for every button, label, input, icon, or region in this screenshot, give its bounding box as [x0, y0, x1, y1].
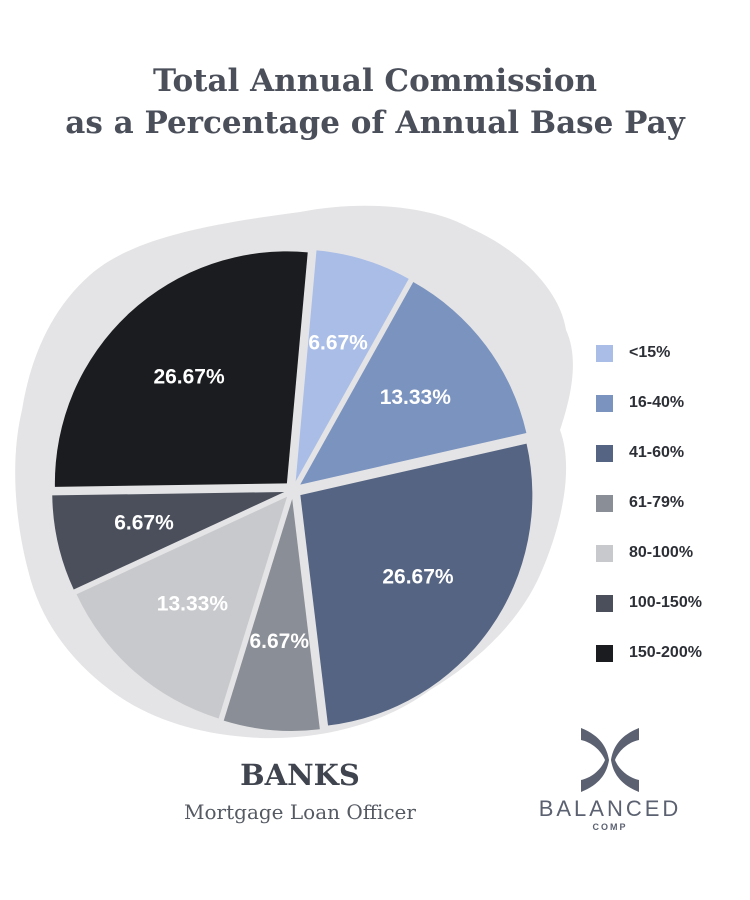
- legend-label: <15%: [629, 344, 671, 361]
- legend-label: 61-79%: [629, 494, 685, 511]
- slice-data-label: 26.67%: [382, 566, 454, 589]
- slice-data-label: 6.67%: [308, 332, 368, 355]
- company-logo: BALANCED COMP: [530, 726, 690, 832]
- footer-title: BANKS: [240, 758, 360, 792]
- pie-slice: [54, 251, 308, 487]
- legend-swatch: [596, 444, 613, 462]
- footer-subtitle: Mortgage Loan Officer: [184, 800, 416, 824]
- pie-slice: [223, 498, 320, 731]
- legend-label: 100-150%: [629, 594, 702, 611]
- pie-slice: [76, 496, 288, 719]
- chart-title-line-2: as a Percentage of Annual Base Pay: [65, 105, 685, 141]
- logo-wordmark: BALANCED: [538, 796, 682, 821]
- chart-title-line-1: Total Annual Commission: [152, 63, 598, 99]
- slice-data-label: 26.67%: [153, 365, 225, 388]
- legend: <15% 16-40% 41-60% 61-79% 80-100% 100-150% 150…: [596, 328, 702, 678]
- legend-item: 61-79%: [596, 478, 702, 528]
- pie-slice: [52, 492, 285, 590]
- pie-slice: [300, 443, 533, 726]
- slice-data-label: 6.67%: [249, 630, 309, 653]
- slice-data-label: 6.67%: [114, 512, 174, 535]
- pie-slice: [295, 250, 409, 482]
- chart-title: Total Annual Commission as a Percentage …: [0, 60, 750, 144]
- logo-subtext: COMP: [592, 822, 628, 832]
- legend-item: 150-200%: [596, 628, 702, 678]
- legend-swatch: [596, 494, 613, 512]
- legend-item: 80-100%: [596, 528, 702, 578]
- legend-swatch: [596, 594, 613, 612]
- legend-item: 16-40%: [596, 378, 702, 428]
- legend-swatch: [596, 644, 613, 662]
- slice-data-label: 13.33%: [157, 593, 229, 616]
- balanced-comp-logo-icon: [581, 728, 639, 792]
- legend-label: 16-40%: [629, 394, 685, 411]
- legend-swatch: [596, 544, 613, 562]
- pie-slice: [300, 282, 527, 485]
- legend-label: 150-200%: [629, 644, 702, 661]
- slice-data-label: 13.33%: [380, 386, 452, 409]
- legend-item: 100-150%: [596, 578, 702, 628]
- legend-label: 41-60%: [629, 444, 685, 461]
- legend-item: <15%: [596, 328, 702, 378]
- legend-label: 80-100%: [629, 544, 694, 561]
- legend-item: 41-60%: [596, 428, 702, 478]
- legend-swatch: [596, 394, 613, 412]
- legend-swatch: [596, 344, 613, 362]
